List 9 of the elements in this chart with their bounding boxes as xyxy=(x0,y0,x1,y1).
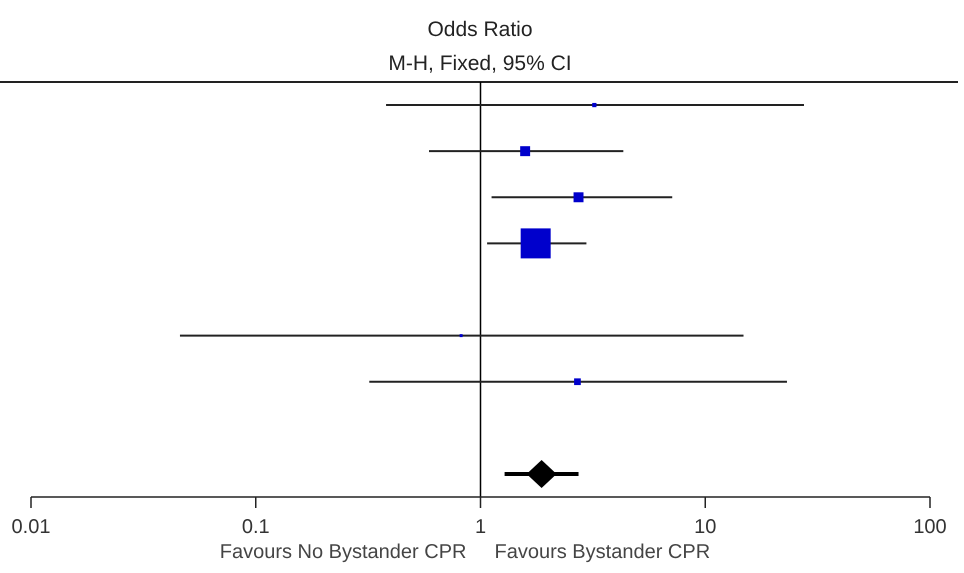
x-tick-label: 10 xyxy=(694,516,716,538)
x-tick-label: 100 xyxy=(913,516,947,538)
chart-subtitle: M-H, Fixed, 95% CI xyxy=(388,52,572,75)
text: Favours No Bystander CPR xyxy=(220,541,466,563)
x-tick-label: 0.1 xyxy=(242,516,270,538)
x-tick-label: 1 xyxy=(474,516,486,538)
text: Favours Bystander CPR xyxy=(494,541,710,563)
x-tick-label: 0.01 xyxy=(12,516,50,538)
chart-title: Odds Ratio xyxy=(427,18,533,41)
